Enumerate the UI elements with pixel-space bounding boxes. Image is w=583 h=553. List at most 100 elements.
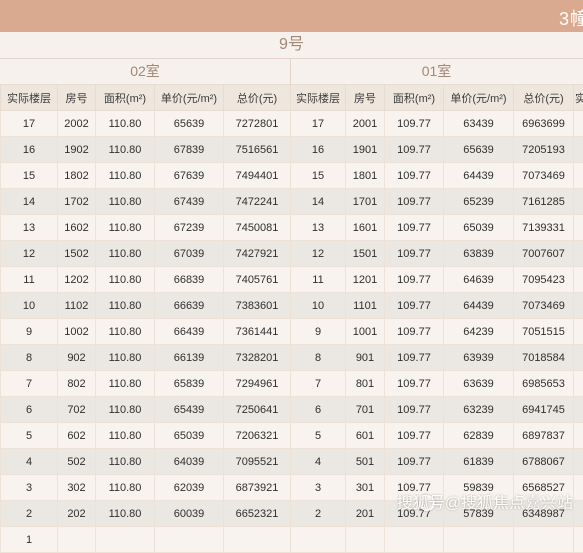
table-cell: 67839 (155, 137, 224, 163)
table-cell: 7139331 (514, 215, 574, 241)
table-cell: 9 (291, 319, 346, 345)
table-cell: 109.77 (385, 397, 444, 423)
table-cell: 702 (58, 397, 96, 423)
table-cell: 3 (1, 475, 58, 501)
table-cell: 66139 (155, 345, 224, 371)
table-cell: 66839 (155, 267, 224, 293)
column-header: 实际楼层 (1, 85, 58, 111)
table-cell: 63439 (444, 111, 514, 137)
column-header: 实际楼层 (291, 85, 346, 111)
table-cell: 6897837 (514, 423, 574, 449)
watermark: 搜狐号@搜狐焦点嘉兴站 (397, 489, 573, 513)
table-cell: 64439 (444, 293, 514, 319)
table-cell: 1 (1, 527, 58, 553)
table-cell: 6985653 (514, 371, 574, 397)
table-cell: 110.80 (96, 163, 155, 189)
table-cell: 13 (1, 215, 58, 241)
table-cell: 64439 (444, 163, 514, 189)
table-cell: 7294961 (224, 371, 291, 397)
table-cell: 8 (291, 345, 346, 371)
table-cell: 5 (291, 423, 346, 449)
table-cell: 65639 (155, 111, 224, 137)
price-sheet: 3幢 9号 02室 01室 实际楼层房号面积(m²)单价(元/m²)总价(元)实… (0, 0, 583, 515)
table-cell: 109.77 (385, 449, 444, 475)
table-cell: 7161285 (514, 189, 574, 215)
table-cell: 2002 (58, 111, 96, 137)
table-cell: 7494401 (224, 163, 291, 189)
table-cell: 109.77 (385, 371, 444, 397)
building-header-bar: 3幢 (0, 0, 583, 32)
column-header: 单价(元/m²) (155, 85, 224, 111)
table-cell: 7472241 (224, 189, 291, 215)
table-cell (444, 527, 514, 553)
table-cell: 12 (1, 241, 58, 267)
table-cell: 10 (291, 293, 346, 319)
table-cell: 109.77 (385, 163, 444, 189)
table-cell: 1701 (346, 189, 385, 215)
table-cell: 12 (291, 241, 346, 267)
table-cell: 67639 (155, 163, 224, 189)
table-cell (574, 241, 583, 267)
table-cell: 1801 (346, 163, 385, 189)
table-cell: 6963699 (514, 111, 574, 137)
building-label: 3幢 (559, 5, 583, 31)
table-cell: 7051515 (514, 319, 574, 345)
table-cell: 67239 (155, 215, 224, 241)
room-02-label: 02室 (0, 58, 290, 84)
price-table: 实际楼层房号面积(m²)单价(元/m²)总价(元)实际楼层房号面积(m²)单价(… (0, 84, 583, 553)
table-cell: 110.80 (96, 111, 155, 137)
column-header: 面积(m²) (385, 85, 444, 111)
table-cell: 4 (291, 449, 346, 475)
table-cell: 63839 (444, 241, 514, 267)
table-cell: 109.77 (385, 241, 444, 267)
table-cell: 3 (291, 475, 346, 501)
table-cell: 64639 (444, 267, 514, 293)
column-header: 单价(元/m²) (444, 85, 514, 111)
table-cell: 6788067 (514, 449, 574, 475)
table-cell (574, 371, 583, 397)
table-cell (58, 527, 96, 553)
table-cell: 201 (346, 501, 385, 527)
table-cell: 110.80 (96, 319, 155, 345)
table-cell: 1502 (58, 241, 96, 267)
table-cell (574, 137, 583, 163)
table-cell: 4 (1, 449, 58, 475)
table-cell: 63939 (444, 345, 514, 371)
table-cell: 65039 (444, 215, 514, 241)
unit-title: 9号 (0, 32, 583, 59)
table-cell: 110.80 (96, 267, 155, 293)
table-cell: 1201 (346, 267, 385, 293)
table-cell: 110.80 (96, 189, 155, 215)
table-cell (574, 423, 583, 449)
table-cell: 110.80 (96, 293, 155, 319)
table-cell: 7206321 (224, 423, 291, 449)
table-cell: 110.80 (96, 241, 155, 267)
table-cell: 7405761 (224, 267, 291, 293)
table-cell (574, 267, 583, 293)
table-cell: 66639 (155, 293, 224, 319)
table-cell: 109.77 (385, 215, 444, 241)
table-cell (574, 111, 583, 137)
table-cell: 110.80 (96, 345, 155, 371)
table-cell: 110.80 (96, 475, 155, 501)
table-cell: 109.77 (385, 189, 444, 215)
table-cell: 110.80 (96, 215, 155, 241)
table-cell: 301 (346, 475, 385, 501)
table-cell (385, 527, 444, 553)
table-cell: 7018584 (514, 345, 574, 371)
table-cell: 14 (291, 189, 346, 215)
table-cell: 7516561 (224, 137, 291, 163)
table-cell: 67439 (155, 189, 224, 215)
table-cell: 63639 (444, 371, 514, 397)
table-cell: 62039 (155, 475, 224, 501)
table-cell: 7450081 (224, 215, 291, 241)
table-cell: 16 (291, 137, 346, 163)
